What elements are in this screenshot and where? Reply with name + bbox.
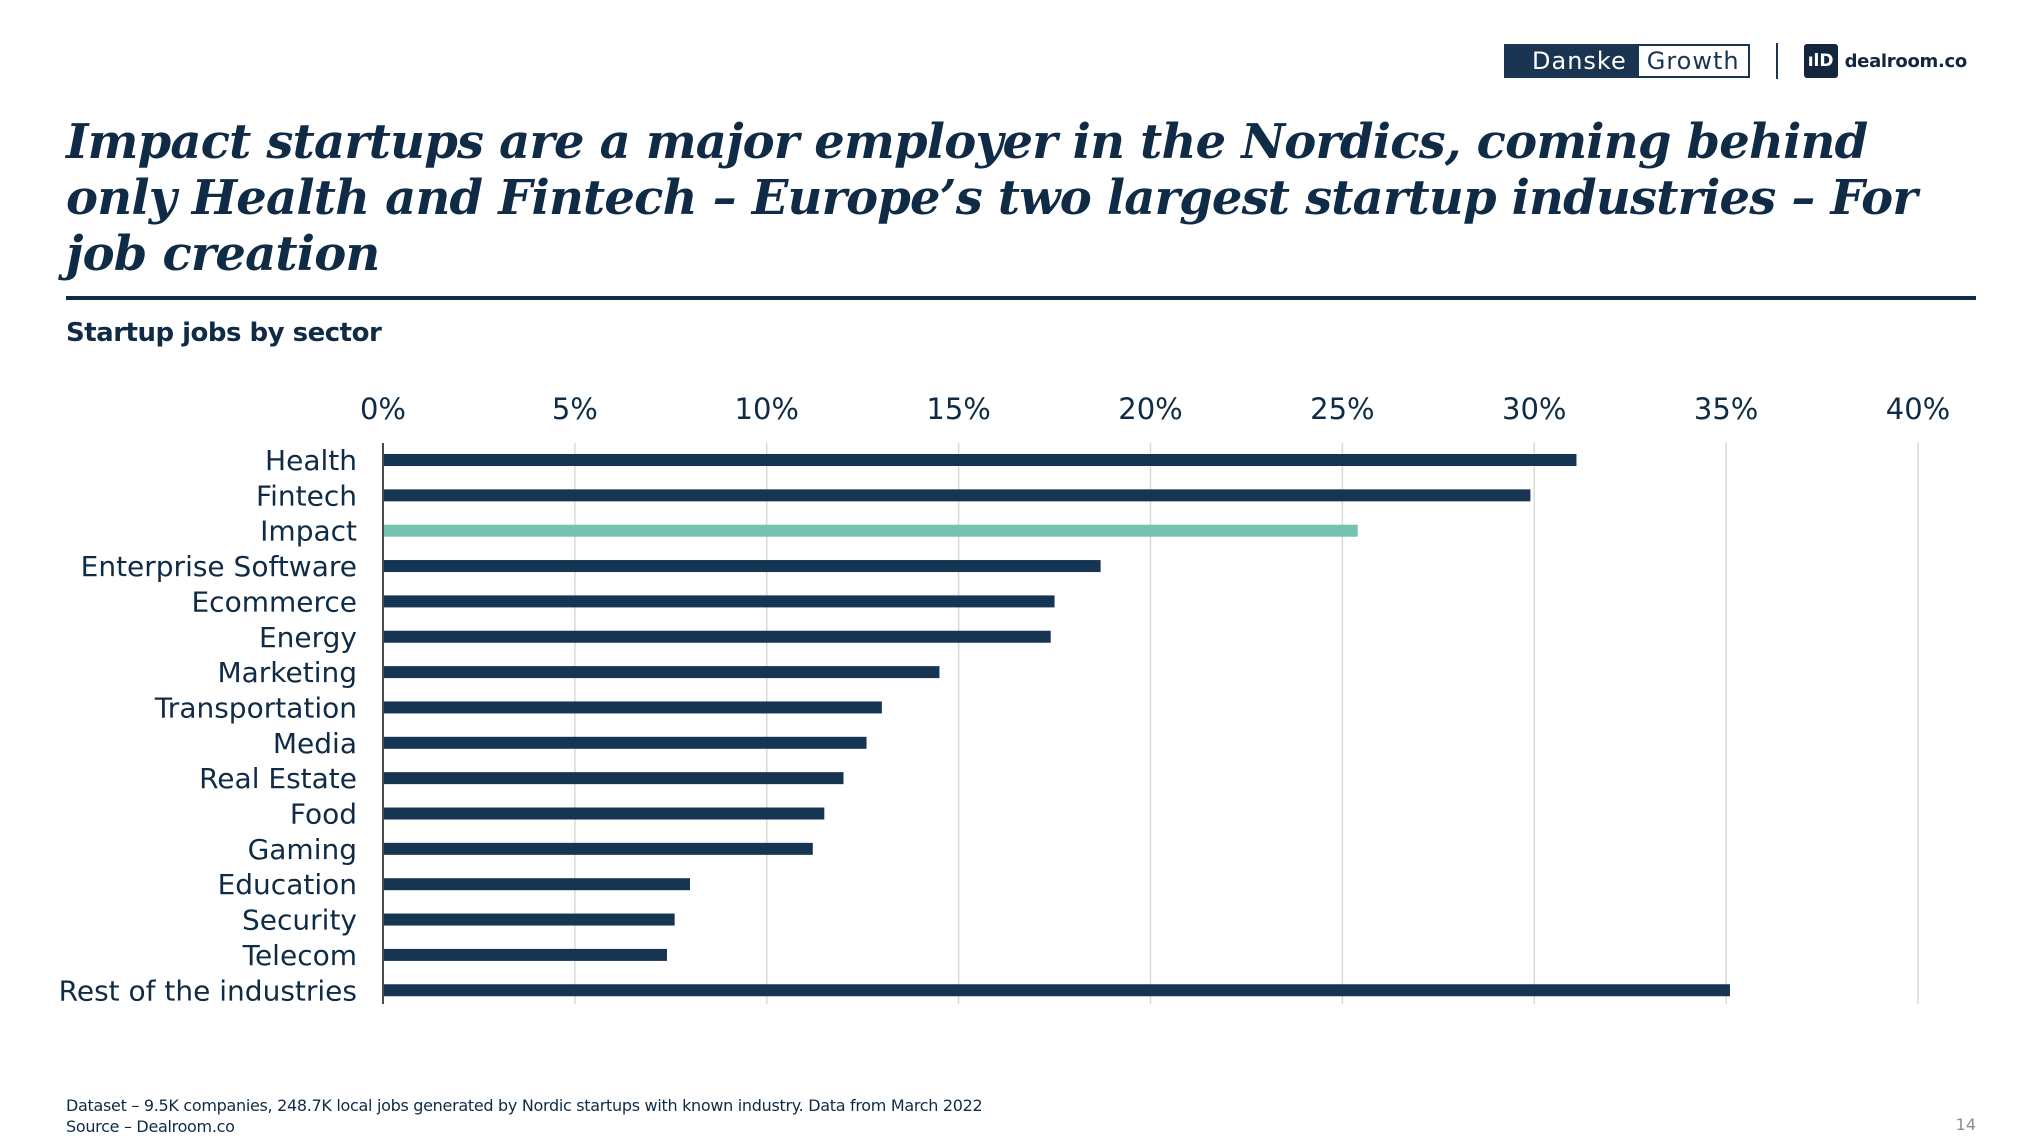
bar bbox=[383, 913, 675, 926]
bar bbox=[383, 560, 1101, 573]
bar bbox=[383, 489, 1531, 502]
y-category-label: Education bbox=[218, 868, 357, 901]
footnote: Dataset – 9.5K companies, 248.7K local j… bbox=[66, 1095, 983, 1137]
y-category-label: Telecom bbox=[242, 939, 357, 972]
slide-title: Impact startups are a major employer in … bbox=[66, 114, 1918, 282]
bar bbox=[383, 630, 1051, 643]
x-tick-label: 10% bbox=[735, 392, 799, 426]
page-number: 14 bbox=[1955, 1115, 1976, 1134]
bar-chart: 0% 5% 10% 15% 20% 25% 30% 35% 40% HealthFintechIm… bbox=[59, 392, 1951, 1007]
x-tick-label: 5% bbox=[552, 392, 598, 426]
y-category-label: Impact bbox=[260, 515, 357, 548]
brand-logos: Danske Growth ılD dealroom.co bbox=[1504, 43, 1968, 79]
bar-highlight bbox=[383, 524, 1358, 537]
x-tick-label: 40% bbox=[1886, 392, 1950, 426]
x-tick-label: 30% bbox=[1502, 392, 1566, 426]
title-divider bbox=[66, 296, 1976, 300]
bar bbox=[383, 807, 825, 820]
dealroom-logo-text: dealroom.co bbox=[1844, 50, 1968, 72]
y-category-label: Energy bbox=[259, 621, 357, 654]
y-category-label: Real Estate bbox=[199, 762, 357, 795]
y-category-label: Health bbox=[265, 444, 357, 477]
bar bbox=[383, 454, 1577, 466]
bar bbox=[383, 878, 690, 891]
x-tick-label: 15% bbox=[926, 392, 990, 426]
x-tick-label: 0% bbox=[360, 392, 406, 426]
bar bbox=[383, 666, 940, 679]
bar bbox=[383, 948, 667, 961]
x-tick-label: 35% bbox=[1694, 392, 1758, 426]
bar bbox=[383, 736, 867, 749]
bar bbox=[383, 772, 844, 785]
bar bbox=[383, 595, 1055, 608]
logo-divider bbox=[1775, 43, 1778, 79]
chart-title: Startup jobs by sector bbox=[66, 318, 382, 348]
x-tick-label: 20% bbox=[1118, 392, 1182, 426]
y-category-label: Rest of the industries bbox=[59, 974, 357, 1007]
y-category-label: Enterprise Software bbox=[81, 550, 357, 583]
bar bbox=[383, 984, 1730, 997]
y-category-label: Media bbox=[273, 727, 357, 760]
source-note: Source – Dealroom.co bbox=[66, 1117, 235, 1136]
x-tick-label: 25% bbox=[1310, 392, 1374, 426]
y-category-label: Fintech bbox=[256, 479, 357, 512]
y-category-label: Gaming bbox=[248, 833, 357, 866]
y-category-label: Food bbox=[290, 798, 357, 831]
y-category-label: Marketing bbox=[217, 656, 357, 689]
dataset-note: Dataset – 9.5K companies, 248.7K local j… bbox=[66, 1096, 983, 1115]
y-category-label: Transportation bbox=[154, 691, 357, 724]
dealroom-logo-icon: ılD bbox=[1803, 44, 1838, 78]
y-category-label: Ecommerce bbox=[191, 585, 357, 618]
y-category-label: Security bbox=[242, 904, 357, 937]
growth-logo-text: Growth bbox=[1636, 44, 1750, 78]
bar bbox=[383, 701, 882, 714]
danske-logo-text: Danske bbox=[1504, 44, 1637, 78]
bar bbox=[383, 842, 813, 855]
